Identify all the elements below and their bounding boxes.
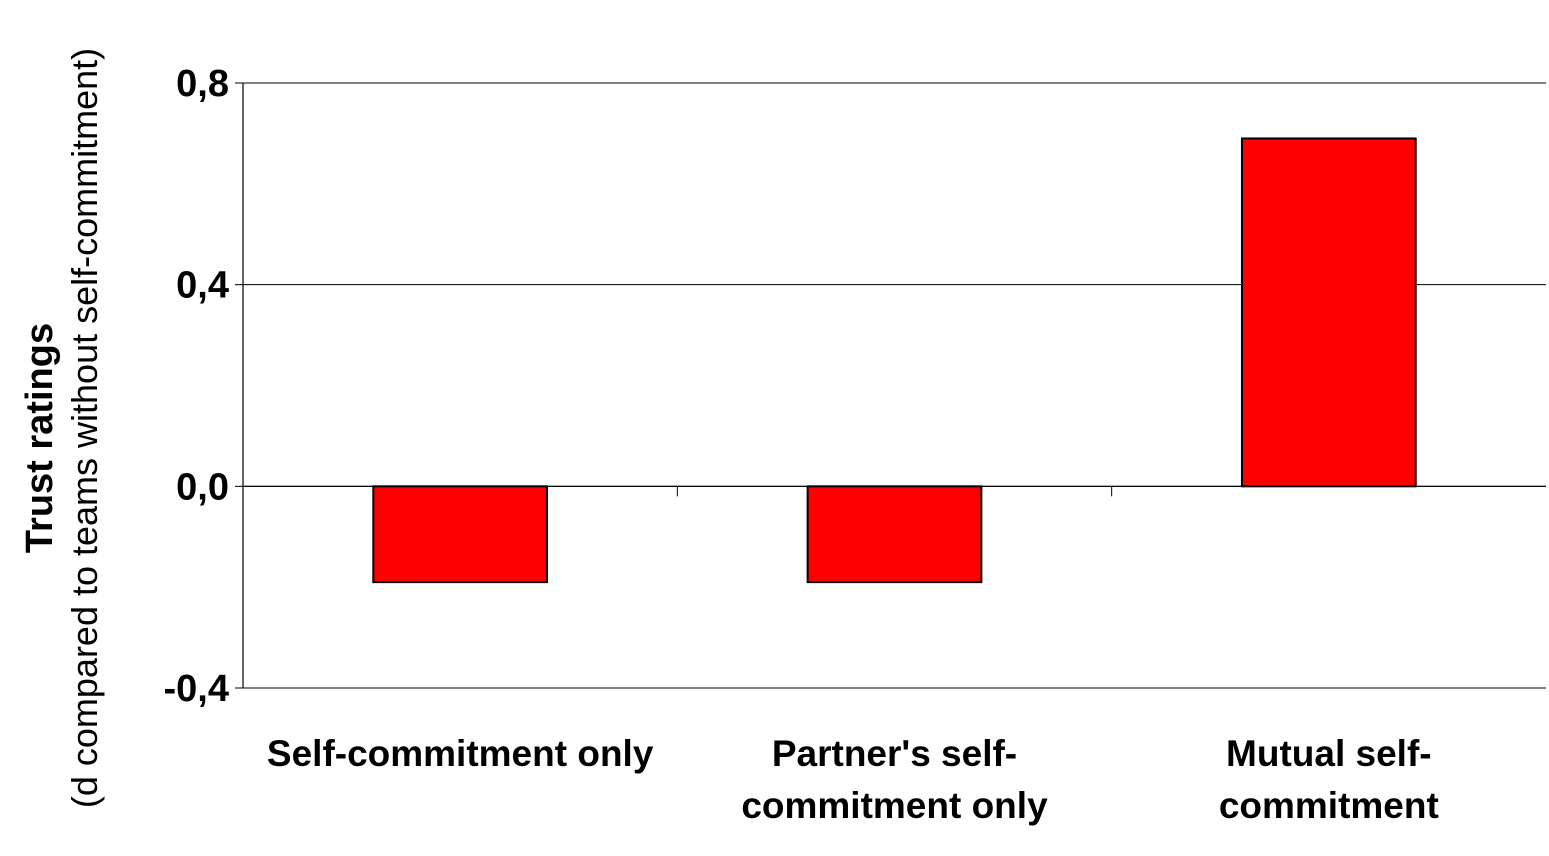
bar (806, 485, 983, 584)
bar (1240, 137, 1417, 488)
y-tick-label: 0,8 (176, 63, 229, 105)
x-category-label-line: commitment only (741, 785, 1048, 826)
x-category-label: Self-commitment only (267, 733, 654, 774)
x-category-label-line: commitment (1219, 785, 1439, 826)
y-axis-label: Trust ratings (d compared to teams witho… (19, 48, 105, 808)
y-tick-label: 0,0 (176, 466, 229, 508)
bar (372, 485, 549, 584)
y-axis-title: Trust ratings (19, 323, 61, 553)
y-tick-labels: -0,4 0,0 0,4 0,8 (164, 63, 229, 710)
x-category-label: Mutual self-commitment (1219, 733, 1439, 826)
x-category-label-line: Mutual self- (1226, 733, 1432, 774)
y-tick-label: 0,4 (176, 265, 229, 307)
y-axis-subtitle: (d compared to teams without self-commit… (64, 48, 105, 808)
x-category-label-line: Self-commitment only (267, 733, 654, 774)
bars (372, 137, 1417, 584)
x-category-label: Partner's self-commitment only (741, 733, 1048, 826)
x-category-labels: Self-commitment only Partner's self-commi… (267, 733, 1439, 826)
x-category-label-line: Partner's self- (772, 733, 1017, 774)
y-tick-label: -0,4 (164, 668, 229, 710)
